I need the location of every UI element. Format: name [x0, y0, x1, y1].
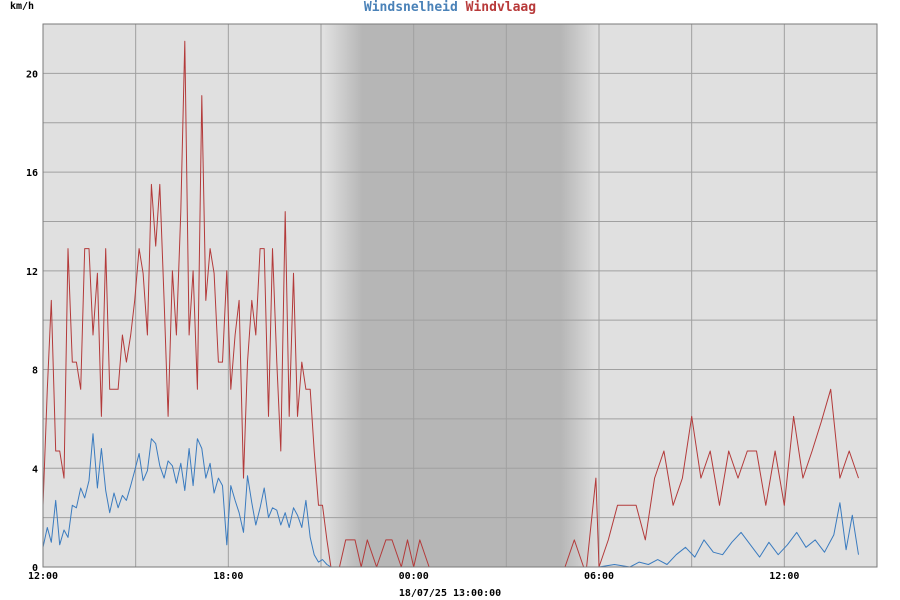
- timestamp-label: 18/07/25 13:00:00: [398, 588, 502, 599]
- y-axis-ticks: 0 4 8 12 16 20: [26, 69, 38, 574]
- y-tick-label: 8: [32, 366, 38, 377]
- y-tick-label: 12: [26, 267, 38, 278]
- series-layer: [42, 40, 859, 568]
- plot-border: [42, 23, 878, 568]
- night-shading: [324, 24, 599, 567]
- y-tick-label: 16: [26, 168, 38, 179]
- x-axis-ticks: 12:00 18:00 00:00 06:00 12:00: [28, 571, 799, 582]
- y-tick-label: 20: [26, 69, 38, 80]
- x-tick-label: 12:00: [28, 571, 58, 582]
- x-tick-label: 18:00: [213, 571, 243, 582]
- legend-windsnelheid: Windsnelheid: [363, 0, 458, 15]
- y-axis-unit: km/h: [10, 1, 35, 12]
- chart-title: Windsnelheid Windvlaag: [0, 0, 900, 15]
- series-line-windsnelheid: [42, 433, 859, 568]
- x-tick-label: 00:00: [399, 571, 429, 582]
- y-tick-label: 0: [32, 563, 38, 574]
- legend-windvlaag: Windvlaag: [465, 0, 537, 15]
- series-line-windvlaag: [42, 40, 859, 568]
- x-tick-label: 06:00: [584, 571, 614, 582]
- y-tick-label: 4: [32, 464, 38, 475]
- x-tick-label: 12:00: [769, 571, 799, 582]
